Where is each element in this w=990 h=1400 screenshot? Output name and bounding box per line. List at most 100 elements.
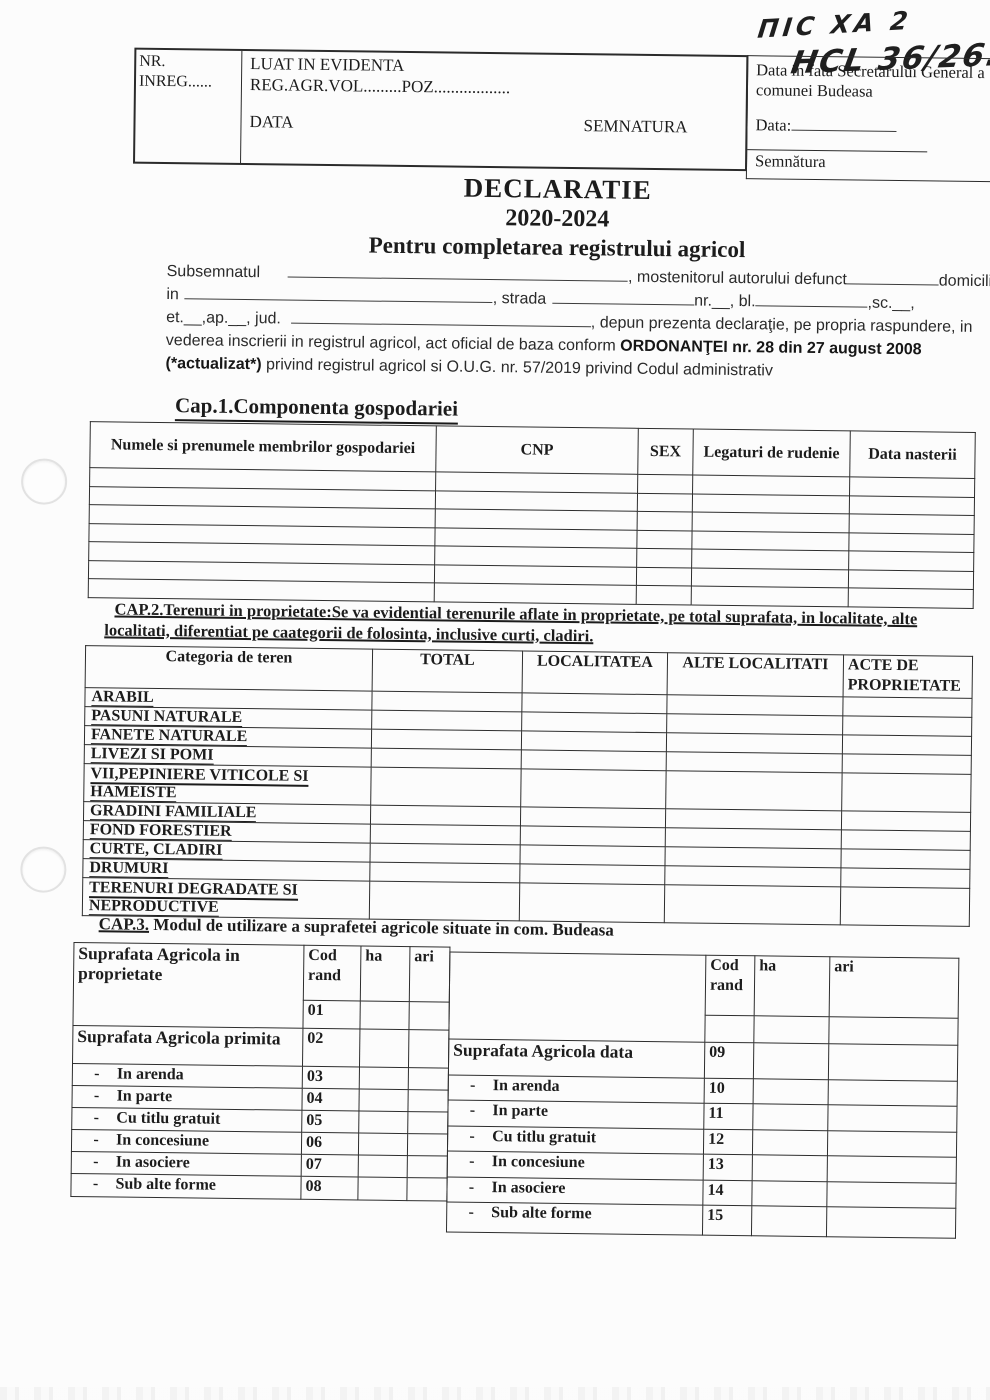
empty-cell [827, 1104, 958, 1133]
cod-cell: 07 [301, 1154, 359, 1177]
empty-cell [753, 1078, 829, 1105]
empty-cell [849, 513, 975, 534]
empty-cell [753, 1015, 830, 1044]
empty-cell [752, 1103, 829, 1131]
cod-cell: 10 [704, 1078, 754, 1104]
empty-cell [691, 585, 849, 607]
row-label-cell: TERENURI DEGRADATE SI NEPRODUCTIVE [82, 877, 370, 920]
row-label: Sub alte forme [491, 1204, 592, 1223]
empty-cell [359, 1000, 410, 1030]
empty-cell [358, 1132, 408, 1156]
empty-cell [435, 508, 638, 530]
cod-cell: 06 [301, 1132, 359, 1155]
empty-cell [828, 1079, 958, 1107]
empty-cell [841, 829, 971, 851]
row-label: FANETE NATURALE [90, 726, 248, 748]
empty-cell [666, 694, 844, 716]
nr-label: NR. [139, 52, 166, 71]
secretary-data-row: Data: [755, 115, 990, 138]
empty-cell [357, 1176, 408, 1201]
empty-cell [369, 843, 521, 864]
empty-cell [665, 808, 842, 830]
intro-text: et.__,ap.__, jud. [166, 309, 281, 328]
empty-cell [665, 770, 843, 811]
empty-cell [637, 492, 693, 512]
empty-cell [842, 753, 972, 775]
dash-bullet: - [93, 1153, 99, 1171]
dash-bullet: - [92, 1175, 99, 1193]
table-row: Suprafata Agricola primita 02 [72, 1025, 449, 1069]
empty-cell [520, 768, 667, 809]
empty-cell [665, 827, 842, 849]
col-header-rudenie: Legaturi de rudenie [692, 429, 851, 477]
empty-cell [358, 1088, 409, 1112]
empty-cell [826, 1206, 956, 1239]
empty-cell [358, 1110, 408, 1134]
row-label-cell: VII,PEPINIERE VITICOLE SI HAMEISTE [83, 763, 372, 806]
row-label-cell: Suprafata Agricola data [448, 1039, 705, 1079]
empty-cell [691, 530, 850, 551]
cod-cell: 14 [702, 1180, 753, 1206]
empty-cell [692, 511, 850, 533]
intro-text: , strada [492, 290, 547, 308]
empty-cell [370, 824, 521, 845]
cod-cell: 02 [302, 1028, 360, 1067]
dash-bullet: - [93, 1131, 99, 1149]
empty-cell [827, 1130, 957, 1158]
row-label: ARABIL [91, 688, 154, 708]
empty-cell [840, 886, 970, 927]
empty-cell [407, 1155, 448, 1179]
semnatura-label: SEMNATURA [583, 116, 688, 137]
empty-cell [369, 881, 520, 921]
empty-cell [752, 1129, 828, 1156]
document-title: DECLARATIE 2020-2024 Pentru completarea … [132, 169, 983, 266]
nr-inreg-cell: NR. INREG...... [135, 49, 243, 163]
empty-cell [704, 1015, 755, 1043]
cod-cell: 13 [703, 1154, 753, 1181]
empty-cell [692, 474, 850, 496]
empty-cell [407, 1089, 449, 1113]
empty-cell [435, 471, 638, 493]
empty-cell [664, 846, 842, 868]
empty-cell [849, 476, 975, 497]
punch-hole [20, 458, 68, 505]
handwritten-annotation-top: ΠΙC ΧΑ 2 [756, 5, 914, 44]
empty-cell [842, 734, 972, 756]
empty-cell [521, 749, 667, 771]
empty-cell [752, 1154, 828, 1182]
row-label-cell: - In arenda [72, 1063, 303, 1089]
empty-cell [359, 1066, 409, 1090]
dash-bullet: - [93, 1087, 100, 1105]
empty-cell [435, 490, 638, 512]
empty-cell [691, 548, 849, 570]
col-header-ari: ari [409, 946, 450, 1003]
col-header-ha: ha [754, 955, 830, 1017]
judet-blank-line [290, 308, 591, 328]
intro-paragraph: Subsemnatul , mostenitorul autorului defu… [165, 260, 990, 385]
cod-cell: 15 [702, 1205, 752, 1236]
col-header-nastere: Data nasterii [849, 430, 976, 479]
empty-cell [636, 566, 692, 586]
row-label: DRUMURI [89, 859, 169, 880]
dash-bullet: - [469, 1101, 476, 1119]
empty-cell [666, 732, 843, 754]
intro-text: bl. [738, 293, 756, 311]
cod-cell: 05 [301, 1110, 359, 1133]
empty-cell [371, 710, 522, 731]
empty-cell [842, 715, 972, 737]
cap3-number: CAP.3. [98, 914, 150, 934]
empty-cell [370, 805, 521, 826]
empty-cell [841, 772, 972, 813]
cod-cell: 09 [704, 1042, 754, 1079]
street-blank-line [552, 289, 695, 306]
row-label: LIVEZI SI POMI [90, 745, 214, 766]
scan-noise-strip [0, 1387, 990, 1400]
empty-cell [664, 865, 841, 887]
empty-cell [848, 550, 974, 571]
row-label-cell: - Cu titlu gratuit [71, 1107, 302, 1133]
empty-cell [371, 691, 523, 712]
ordonanta-reference: ORDONANŢEI nr. 28 din 27 august 2008 [620, 337, 922, 359]
col-header-ari: ari [829, 956, 959, 1019]
empty-cell [434, 582, 637, 604]
